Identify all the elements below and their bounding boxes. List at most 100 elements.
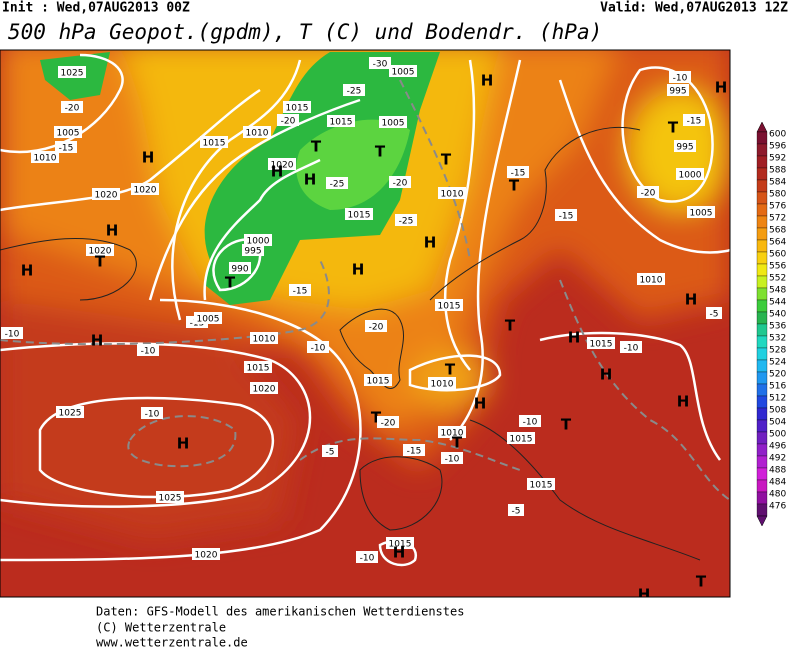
colorbar-label: 548 <box>769 286 786 296</box>
colorbar-label: 572 <box>769 214 786 224</box>
label-box <box>637 273 665 285</box>
colorbar-swatch <box>756 371 768 385</box>
contour-label: 1010 <box>640 276 663 286</box>
colorbar-label: 488 <box>769 466 786 476</box>
colorbar-swatch <box>756 395 768 409</box>
colorbar-swatch <box>756 215 768 229</box>
colorbar-label: 536 <box>769 322 786 332</box>
label-box <box>637 186 659 198</box>
contour-label: 1015 <box>330 118 353 128</box>
contour-label: 1025 <box>59 409 82 419</box>
colorbar-label: 496 <box>769 442 786 452</box>
contour-label: -5 <box>512 507 521 517</box>
pressure-symbol: T <box>311 138 322 156</box>
label-box <box>61 101 83 113</box>
contour-label: 1015 <box>286 104 309 114</box>
label-box <box>435 299 463 311</box>
label-box <box>194 312 222 324</box>
label-box <box>345 208 373 220</box>
label-box <box>343 84 365 96</box>
label-box <box>395 214 417 226</box>
label-box <box>386 537 414 549</box>
contour-label: 1005 <box>382 119 405 129</box>
contour-label: -25 <box>399 217 414 227</box>
label-box <box>244 234 272 246</box>
pressure-symbol: H <box>474 395 487 413</box>
label-box <box>54 126 82 138</box>
colorbar-swatch <box>756 359 768 373</box>
pressure-symbol: T <box>95 253 106 271</box>
colorbar-label: 504 <box>769 418 786 428</box>
colorbar-label: 528 <box>769 346 786 356</box>
colorbar-swatch <box>756 155 768 169</box>
colorbar-swatch <box>756 167 768 181</box>
colorbar-swatch <box>756 179 768 193</box>
label-box <box>683 114 705 126</box>
colorbar-label: 480 <box>769 490 786 500</box>
contour-label: 995 <box>669 87 686 97</box>
colorbar-label: 516 <box>769 382 786 392</box>
colorbar-label: 500 <box>769 430 786 440</box>
init-time: Init : Wed,07AUG2013 00Z <box>2 1 190 16</box>
label-box <box>377 416 399 428</box>
contour-label: 1010 <box>441 190 464 200</box>
contour-label: -10 <box>445 455 460 465</box>
label-box <box>92 188 120 200</box>
colorbar-label: 492 <box>769 454 786 464</box>
label-box <box>441 452 463 464</box>
colorbar-label: 520 <box>769 370 786 380</box>
pressure-symbol: T <box>668 119 679 137</box>
label-box <box>268 158 296 170</box>
pressure-symbol: H <box>481 72 494 90</box>
colorbar-swatch <box>756 335 768 349</box>
colorbar-swatch <box>756 263 768 277</box>
label-box <box>322 445 338 457</box>
contour-label: -15 <box>59 144 74 154</box>
pressure-symbol: H <box>424 234 437 252</box>
contour-label: 1015 <box>438 302 461 312</box>
contour-label: 1010 <box>253 335 276 345</box>
contour-label: 1015 <box>203 139 226 149</box>
colorbar-swatch <box>756 323 768 337</box>
label-box <box>327 115 355 127</box>
colorbar-swatch <box>756 311 768 325</box>
contour-label: 1010 <box>431 380 454 390</box>
colorbar-swatch <box>756 347 768 361</box>
contour-label: 1020 <box>134 186 157 196</box>
map-title: 500 hPa Geopot.(gpdm), T (C) und Bodendr… <box>8 20 602 44</box>
pressure-symbol: T <box>561 416 572 434</box>
label-box <box>283 101 311 113</box>
contour-label: -15 <box>687 117 702 127</box>
colorbar-swatch <box>756 491 768 505</box>
contour-label: 1015 <box>510 435 533 445</box>
contour-label: 1020 <box>195 551 218 561</box>
label-box <box>669 71 691 83</box>
colorbar-swatch <box>756 143 768 157</box>
label-box <box>31 151 59 163</box>
colorbar-swatch <box>756 203 768 217</box>
label-box <box>365 320 387 332</box>
contour-label: -10 <box>673 74 688 84</box>
contour-label: 995 <box>244 247 261 257</box>
colorbar-label: 556 <box>769 262 786 272</box>
label-box <box>428 377 456 389</box>
label-box <box>137 344 159 356</box>
contour-label: 1005 <box>57 129 80 139</box>
colorbar-swatch <box>756 467 768 481</box>
label-box <box>307 341 329 353</box>
contour-label: -20 <box>381 419 396 429</box>
colorbar-label: 584 <box>769 178 786 188</box>
colorbar-label: 568 <box>769 226 786 236</box>
colorbar-label: 484 <box>769 478 786 488</box>
contour-label: 1000 <box>679 171 702 181</box>
colorbar-swatch <box>756 287 768 301</box>
contour-label: 1005 <box>392 68 415 78</box>
label-box <box>156 491 184 503</box>
colorbar-label: 524 <box>769 358 786 368</box>
label-box <box>438 426 466 438</box>
colorbar-label: 544 <box>769 298 786 308</box>
pressure-symbol: H <box>142 149 155 167</box>
colorbar-label: 512 <box>769 394 786 404</box>
pressure-symbol: H <box>177 435 190 453</box>
label-box <box>250 382 278 394</box>
